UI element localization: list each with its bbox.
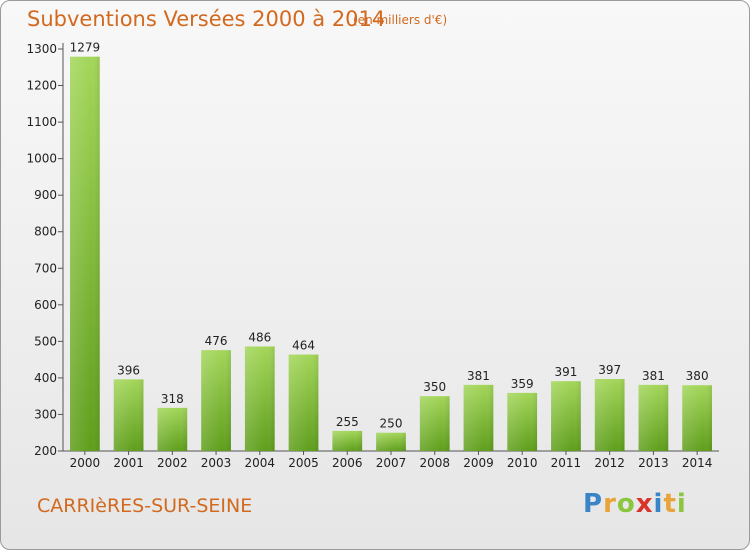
y-tick-label: 1100 — [26, 115, 57, 129]
data-label: 397 — [598, 363, 621, 377]
bar-shade — [244, 346, 275, 451]
commune-name: CARRIèRES-SUR-SEINE — [37, 495, 253, 517]
x-tick-label: 2007 — [376, 456, 407, 470]
x-tick-label: 2008 — [419, 456, 450, 470]
bar-shade — [201, 350, 231, 451]
x-axis: 2000 2001 2002 2003 2004 2005 2006 2007 2008 2009… — [63, 450, 719, 470]
logo-letter: t — [663, 489, 677, 519]
bar-shade — [507, 392, 538, 451]
y-tick-label: 500 — [34, 334, 57, 348]
data-label: 381 — [467, 369, 490, 383]
y-tick-label: 800 — [34, 225, 57, 239]
y-tick-label: 1000 — [26, 152, 57, 166]
data-label: 476 — [205, 334, 228, 348]
y-tick-label: 900 — [34, 188, 57, 202]
bar-shade — [463, 384, 494, 451]
data-label: 255 — [336, 415, 359, 429]
data-label: 464 — [292, 339, 315, 353]
y-axis: 200 300 400 500 600 700 800 900 1000 1100 1200 1300 — [26, 42, 64, 458]
x-tick-label: 2013 — [638, 456, 669, 470]
data-label: 486 — [248, 330, 271, 344]
logo-letter: o — [616, 489, 636, 519]
bar-shade — [288, 354, 319, 451]
bar-shade — [113, 379, 144, 451]
x-tick-label: 2014 — [682, 456, 713, 470]
data-label: 318 — [161, 392, 184, 406]
logo-letter: x — [635, 489, 654, 519]
x-tick-label: 2000 — [70, 456, 101, 470]
data-label: 359 — [511, 377, 534, 391]
y-tick-label: 400 — [34, 371, 57, 385]
y-tick-label: 700 — [34, 261, 57, 275]
y-tick-label: 1300 — [26, 42, 57, 56]
logo-letter: i — [653, 489, 664, 519]
x-tick-label: 2011 — [551, 456, 582, 470]
y-tick-label: 600 — [34, 298, 57, 312]
data-labels: 1279 396 318 476 486 464 255 250 350 381 359 391 397… — [70, 41, 709, 431]
bar-shade — [638, 384, 669, 451]
bar-shade — [332, 430, 363, 451]
bar-shade — [682, 385, 713, 451]
bar-shade — [551, 381, 581, 451]
data-label: 350 — [423, 380, 446, 394]
x-tick-label: 2001 — [113, 456, 144, 470]
bar-shade — [419, 396, 450, 451]
logo-letter: r — [603, 489, 617, 519]
bar-shade — [376, 432, 406, 451]
bar-shade — [594, 379, 625, 451]
x-tick-label: 2012 — [594, 456, 625, 470]
data-label: 381 — [642, 369, 665, 383]
y-tick-label: 1200 — [26, 79, 57, 93]
proxiti-logo[interactable]: Proxiti — [583, 489, 687, 519]
logo-letter: i — [676, 489, 687, 519]
chart-title: Subventions Versées 2000 à 2014 — [27, 7, 386, 31]
chart-subtitle: (en milliers d'€) — [353, 13, 448, 27]
logo-letter: P — [583, 489, 604, 519]
x-tick-label: 2003 — [201, 456, 232, 470]
x-tick-label: 2005 — [288, 456, 319, 470]
data-label: 396 — [117, 363, 140, 377]
x-tick-label: 2009 — [463, 456, 494, 470]
y-tick-label: 200 — [34, 444, 57, 458]
y-tick-label: 300 — [34, 407, 57, 421]
bar-shade — [69, 56, 100, 451]
bar-shade — [157, 407, 188, 451]
x-tick-label: 2006 — [332, 456, 363, 470]
x-tick-label: 2002 — [157, 456, 188, 470]
data-label: 250 — [380, 417, 403, 431]
bars — [69, 56, 713, 451]
data-label: 1279 — [70, 41, 101, 55]
x-tick-label: 2010 — [507, 456, 538, 470]
data-label: 380 — [686, 369, 709, 383]
x-tick-label: 2004 — [245, 456, 276, 470]
data-label: 391 — [554, 365, 577, 379]
